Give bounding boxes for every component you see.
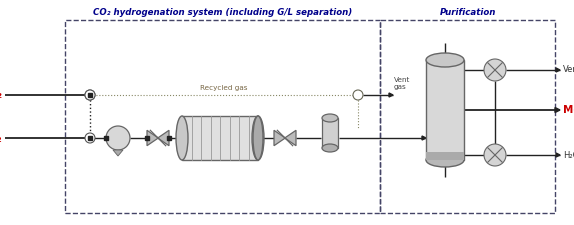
Polygon shape (158, 130, 169, 146)
Circle shape (484, 144, 506, 166)
Polygon shape (389, 93, 393, 97)
Polygon shape (88, 136, 92, 140)
Polygon shape (422, 136, 426, 140)
Text: Vent
gas: Vent gas (394, 77, 410, 90)
Ellipse shape (322, 114, 338, 122)
Ellipse shape (426, 153, 464, 167)
Polygon shape (556, 153, 560, 157)
Text: H₂O: H₂O (563, 151, 574, 160)
Bar (426, 60, 464, 160)
Text: MeOH: MeOH (563, 105, 574, 115)
Circle shape (353, 90, 363, 100)
Polygon shape (147, 130, 158, 146)
Polygon shape (285, 130, 296, 146)
Circle shape (484, 59, 506, 81)
Text: Vent-out: Vent-out (563, 65, 574, 74)
Text: H₂: H₂ (0, 131, 3, 144)
Ellipse shape (322, 144, 338, 152)
Polygon shape (556, 68, 560, 72)
Ellipse shape (252, 116, 264, 160)
Bar (65, 20, 380, 213)
Circle shape (85, 90, 95, 100)
Circle shape (85, 90, 95, 100)
Polygon shape (88, 93, 92, 97)
Text: CO₂ hydrogenation system (including G/L separation): CO₂ hydrogenation system (including G/L … (93, 8, 352, 17)
Polygon shape (104, 136, 108, 140)
Text: Recycled gas: Recycled gas (200, 85, 248, 91)
Ellipse shape (253, 116, 263, 160)
Circle shape (106, 126, 130, 150)
Text: Purification: Purification (439, 8, 496, 17)
Polygon shape (113, 150, 123, 156)
Ellipse shape (426, 53, 464, 67)
Bar (426, 152, 464, 160)
Polygon shape (145, 136, 149, 140)
Bar (322, 118, 338, 148)
Polygon shape (274, 130, 285, 146)
Polygon shape (555, 108, 560, 112)
Circle shape (85, 133, 95, 143)
Polygon shape (258, 136, 262, 140)
Ellipse shape (176, 116, 188, 160)
Text: CO₂: CO₂ (0, 88, 3, 101)
Bar (182, 116, 258, 160)
Bar (380, 20, 555, 213)
Polygon shape (167, 136, 171, 140)
